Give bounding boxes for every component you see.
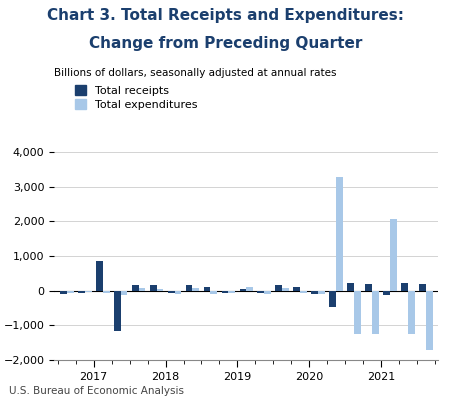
Bar bbox=[264, 291, 271, 294]
Bar bbox=[353, 291, 360, 334]
Bar bbox=[389, 218, 396, 291]
Bar bbox=[371, 291, 378, 334]
Legend: Total receipts, Total expenditures: Total receipts, Total expenditures bbox=[75, 85, 197, 110]
Bar bbox=[336, 177, 342, 291]
Text: Change from Preceding Quarter: Change from Preceding Quarter bbox=[89, 36, 362, 51]
Bar bbox=[185, 285, 192, 291]
Bar bbox=[78, 291, 85, 293]
Bar bbox=[156, 288, 163, 291]
Bar bbox=[67, 291, 74, 293]
Bar bbox=[102, 291, 109, 294]
Bar bbox=[329, 291, 336, 307]
Bar bbox=[132, 285, 138, 291]
Bar bbox=[281, 288, 289, 291]
Bar bbox=[364, 284, 371, 291]
Text: U.S. Bureau of Economic Analysis: U.S. Bureau of Economic Analysis bbox=[9, 386, 184, 396]
Bar bbox=[167, 291, 174, 294]
Bar bbox=[192, 288, 199, 291]
Bar bbox=[400, 283, 407, 291]
Bar bbox=[425, 291, 432, 350]
Bar bbox=[114, 291, 120, 331]
Bar bbox=[203, 286, 210, 291]
Bar bbox=[221, 291, 228, 293]
Bar bbox=[418, 284, 425, 291]
Bar bbox=[346, 283, 353, 291]
Bar bbox=[257, 291, 264, 293]
Bar bbox=[96, 260, 102, 291]
Bar bbox=[311, 291, 318, 294]
Bar bbox=[120, 291, 127, 295]
Bar bbox=[293, 287, 299, 291]
Bar bbox=[275, 285, 281, 291]
Bar bbox=[299, 291, 306, 293]
Bar bbox=[138, 288, 145, 291]
Bar bbox=[85, 291, 92, 292]
Bar bbox=[174, 291, 181, 294]
Bar bbox=[318, 291, 324, 294]
Text: Chart 3. Total Receipts and Expenditures:: Chart 3. Total Receipts and Expenditures… bbox=[47, 8, 404, 23]
Bar bbox=[407, 291, 414, 334]
Text: Billions of dollars, seasonally adjusted at annual rates: Billions of dollars, seasonally adjusted… bbox=[54, 68, 336, 78]
Bar bbox=[149, 286, 156, 291]
Bar bbox=[246, 287, 253, 291]
Bar bbox=[228, 291, 235, 293]
Bar bbox=[382, 291, 389, 295]
Bar bbox=[210, 291, 217, 294]
Bar bbox=[60, 291, 67, 294]
Bar bbox=[239, 288, 246, 291]
